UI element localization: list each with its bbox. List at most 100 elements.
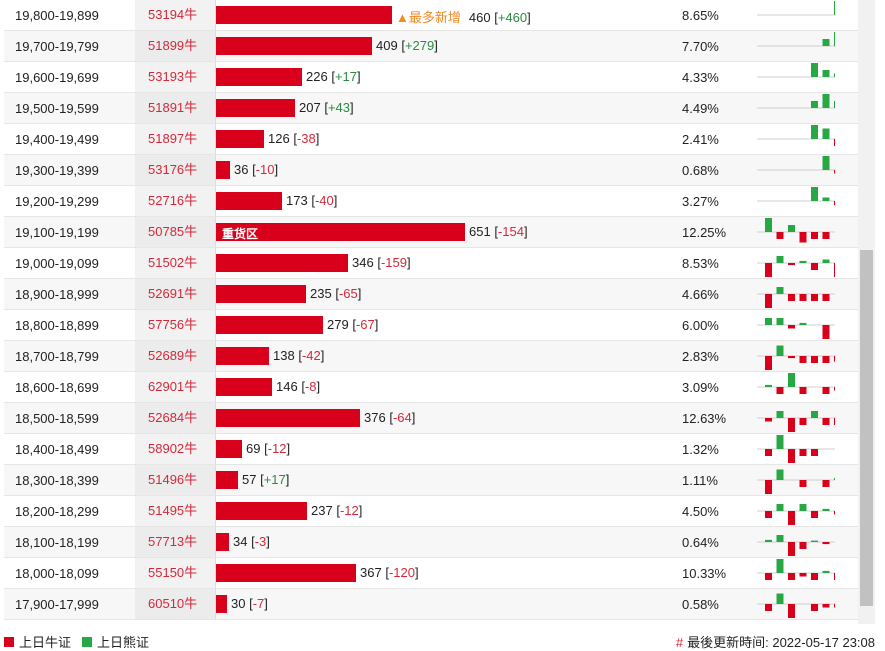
volume-bar bbox=[216, 99, 295, 117]
table-row[interactable]: 19,600-19,699 53193牛 226 [+17] 4.33% bbox=[4, 62, 858, 93]
strike-range: 18,100-18,199 bbox=[15, 535, 99, 550]
sparkline-bull-bar bbox=[811, 356, 818, 363]
warrant-code-link[interactable]: 51891牛 bbox=[135, 93, 215, 123]
warrant-code-link[interactable]: 51899牛 bbox=[135, 31, 215, 61]
count-label: 30 [-7] bbox=[231, 596, 268, 611]
count-label: 226 [+17] bbox=[306, 69, 361, 84]
table-row[interactable]: 19,400-19,499 51897牛 126 [-38] 2.41% bbox=[4, 124, 858, 155]
count-value: 651 bbox=[469, 224, 491, 239]
table-row[interactable]: 19,800-19,899 53194牛 ▲最多新增 460 [+460] 8.65% bbox=[4, 0, 858, 31]
count-value: 235 bbox=[310, 286, 332, 301]
warrant-code-link[interactable]: 52684牛 bbox=[135, 403, 215, 433]
sparkline-bull-bar bbox=[834, 170, 835, 174]
sparkline-bull-bar bbox=[788, 449, 795, 463]
table-row[interactable]: 19,300-19,399 53176牛 36 [-10] 0.68% bbox=[4, 155, 858, 186]
trend-sparkline bbox=[757, 256, 835, 277]
sparkline-bear-bar bbox=[822, 156, 830, 170]
warrant-code-link[interactable]: 51496牛 bbox=[135, 465, 215, 495]
change-value: -7 bbox=[252, 596, 265, 611]
sparkline-bull-bar bbox=[811, 449, 818, 456]
warrant-code-link[interactable]: 57713牛 bbox=[135, 527, 215, 557]
warrant-code-link[interactable]: 57756牛 bbox=[135, 310, 215, 340]
warrant-code-link[interactable]: 58902牛 bbox=[135, 434, 215, 464]
table-row[interactable]: 19,500-19,599 51891牛 207 [+43] 4.49% bbox=[4, 93, 858, 124]
bar-cell: 126 [-38] bbox=[215, 124, 676, 154]
table-row[interactable]: 18,800-18,899 57756牛 279 [-67] 6.00% bbox=[4, 310, 858, 341]
percentage: 6.00% bbox=[682, 318, 719, 333]
table-row[interactable]: 18,500-18,599 52684牛 376 [-64] 12.63% bbox=[4, 403, 858, 434]
table-row[interactable]: 19,100-19,199 50785牛 重货区 651 [-154] 12.25% bbox=[4, 217, 858, 248]
sparkline-bull-bar bbox=[765, 604, 772, 611]
percentage: 0.64% bbox=[682, 535, 719, 550]
strike-range: 18,200-18,299 bbox=[15, 504, 99, 519]
table-row[interactable]: 19,200-19,299 52716牛 173 [-40] 3.27% bbox=[4, 186, 858, 217]
warrant-code-link[interactable]: 55150牛 bbox=[135, 558, 215, 588]
volume-bar bbox=[216, 285, 306, 303]
trend-sparkline bbox=[757, 125, 835, 146]
sparkline-bull-bar bbox=[834, 201, 835, 206]
table-row[interactable]: 17,900-17,999 60510牛 30 [-7] 0.58% bbox=[4, 589, 858, 620]
count-value: 146 bbox=[276, 379, 298, 394]
table-row[interactable]: 18,300-18,399 51496牛 57 [+17] 1.11% bbox=[4, 465, 858, 496]
change-value: +279 bbox=[404, 38, 435, 53]
table-row[interactable]: 18,100-18,199 57713牛 34 [-3] 0.64% bbox=[4, 527, 858, 558]
table-row[interactable]: 18,900-18,999 52691牛 235 [-65] 4.66% bbox=[4, 279, 858, 310]
warrant-code-link[interactable]: 52716牛 bbox=[135, 186, 215, 216]
count-value: 376 bbox=[364, 410, 386, 425]
sparkline-bull-bar bbox=[788, 325, 795, 329]
sparkline-bull-bar bbox=[799, 387, 807, 394]
warrant-code-link[interactable]: 53194牛 bbox=[135, 0, 215, 30]
volume-bar bbox=[216, 254, 348, 272]
trend-sparkline bbox=[757, 156, 835, 174]
count-value: 173 bbox=[286, 193, 308, 208]
warrant-code-link[interactable]: 60510牛 bbox=[135, 589, 215, 619]
percentage: 3.27% bbox=[682, 194, 719, 209]
count-value: 36 bbox=[234, 162, 249, 177]
warrant-code-link[interactable]: 62901牛 bbox=[135, 372, 215, 402]
warrant-code-link[interactable]: 51502牛 bbox=[135, 248, 215, 278]
count-label: 69 [-12] bbox=[246, 441, 291, 456]
sparkline-bull-bar bbox=[799, 480, 807, 487]
volume-bar: 重货区 bbox=[216, 223, 465, 241]
sparkline-bull-bar bbox=[788, 263, 795, 266]
sparkline-bear-bar bbox=[799, 504, 807, 511]
sparkline-bull-bar bbox=[822, 325, 830, 339]
sparkline-bear-bar bbox=[811, 411, 818, 418]
count-value: 226 bbox=[306, 69, 328, 84]
percentage: 0.58% bbox=[682, 597, 719, 612]
change-value: -154 bbox=[497, 224, 524, 239]
sparkline-bear-bar bbox=[834, 32, 835, 46]
bull-swatch-icon bbox=[4, 636, 14, 647]
sparkline-bull-bar bbox=[776, 232, 784, 239]
table-row[interactable]: 18,000-18,099 55150牛 367 [-120] 10.33% bbox=[4, 558, 858, 589]
warrant-code-link[interactable]: 51897牛 bbox=[135, 124, 215, 154]
table-row[interactable]: 19,700-19,799 51899牛 409 [+279] 7.70% bbox=[4, 31, 858, 62]
scrollbar-thumb[interactable] bbox=[860, 250, 873, 606]
table-row[interactable]: 18,200-18,299 51495牛 237 [-12] 4.50% bbox=[4, 496, 858, 527]
table-row[interactable]: 18,600-18,699 62901牛 146 [-8] 3.09% bbox=[4, 372, 858, 403]
volume-bar bbox=[216, 316, 323, 334]
count-value: 279 bbox=[327, 317, 349, 332]
count-value: 237 bbox=[311, 503, 333, 518]
warrant-code-link[interactable]: 53176牛 bbox=[135, 155, 215, 185]
sparkline-bear-bar bbox=[811, 101, 818, 108]
strike-range: 18,400-18,499 bbox=[15, 442, 99, 457]
warrant-code-link[interactable]: 50785牛 bbox=[135, 217, 215, 247]
table-row[interactable]: 18,700-18,799 52689牛 138 [-42] 2.83% bbox=[4, 341, 858, 372]
count-label: 34 [-3] bbox=[233, 534, 270, 549]
warrant-code-link[interactable]: 51495牛 bbox=[135, 496, 215, 526]
sparkline-bear-bar bbox=[776, 345, 784, 356]
warrant-code-link[interactable]: 52689牛 bbox=[135, 341, 215, 371]
sparkline-bear-bar bbox=[811, 540, 818, 542]
trend-sparkline bbox=[757, 318, 835, 339]
table-row[interactable]: 19,000-19,099 51502牛 346 [-159] 8.53% bbox=[4, 248, 858, 279]
sparkline-bear-bar bbox=[765, 384, 772, 387]
sparkline-bull-bar bbox=[822, 232, 830, 239]
strike-range: 18,900-18,999 bbox=[15, 287, 99, 302]
warrant-code-link[interactable]: 52691牛 bbox=[135, 279, 215, 309]
sparkline-bull-bar bbox=[834, 263, 835, 277]
table-row[interactable]: 18,400-18,499 58902牛 69 [-12] 1.32% bbox=[4, 434, 858, 465]
percentage: 4.66% bbox=[682, 287, 719, 302]
vertical-scrollbar[interactable] bbox=[858, 0, 875, 624]
warrant-code-link[interactable]: 53193牛 bbox=[135, 62, 215, 92]
